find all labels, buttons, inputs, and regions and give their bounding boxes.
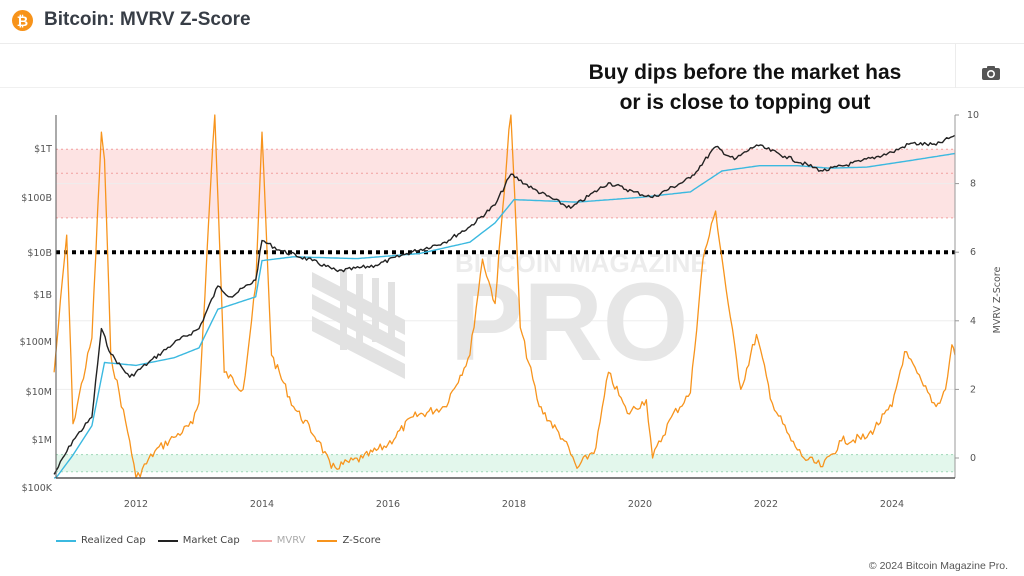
legend-swatch: [251, 539, 272, 542]
y-right-tick: 2: [970, 384, 976, 395]
copyright: © 2024 Bitcoin Magazine Pro.: [868, 560, 1008, 572]
chart-toolbar: [0, 44, 1024, 88]
y-left-tick: $100B: [21, 193, 52, 204]
y-left-tick: $1M: [32, 435, 52, 446]
legend-label: MVRV: [276, 535, 306, 546]
camera-icon[interactable]: [980, 64, 1002, 82]
annotation-line-1: Buy dips before the market has: [588, 61, 902, 84]
legend-swatch: [56, 539, 76, 542]
y-right-tick: 4: [970, 316, 976, 327]
chart-legend: Realized Cap Market Cap MVRV Z-Score: [56, 535, 381, 546]
svg-text:PRO: PRO: [450, 261, 688, 384]
x-tick: 2016: [376, 499, 400, 510]
y-right-tick: 10: [967, 110, 979, 121]
y-right-tick: 8: [970, 179, 976, 190]
bitcoin-logo-icon: ₿: [12, 10, 33, 31]
annotation-line-2: or is close to topping out: [619, 91, 871, 114]
y-left-tick: $10M: [26, 387, 52, 398]
y-right-tick: 6: [970, 247, 976, 258]
series-z-score: [53, 114, 956, 479]
x-tick: 2012: [124, 499, 148, 510]
y-left-tick: $100M: [20, 337, 52, 348]
y-left-tick: $1B: [33, 290, 52, 301]
legend-item-mvrv[interactable]: MVRV: [251, 535, 306, 546]
x-tick: 2022: [754, 499, 778, 510]
x-tick: 2020: [628, 499, 652, 510]
legend-label: Market Cap: [182, 535, 240, 546]
legend-swatch: [157, 539, 178, 542]
undervalued-zone: [56, 454, 955, 472]
x-tick: 2014: [250, 499, 274, 510]
y-right-tick: 0: [970, 453, 976, 464]
x-tick: 2018: [502, 499, 526, 510]
y-left-tick: $1T: [34, 144, 52, 155]
legend-label: Realized Cap: [81, 535, 146, 546]
header-bar: ₿ Bitcoin: MVRV Z-Score: [0, 0, 1024, 44]
legend-item-market-cap[interactable]: Market Cap: [157, 535, 240, 546]
y-left-tick: $10B: [27, 248, 52, 259]
series-market-cap: [53, 134, 956, 475]
legend-item-z-score[interactable]: Z-Score: [317, 535, 381, 546]
axes: $100K $1M $10M $100M $1B $10B $100B $1T 0 2 4 6 8 10 M…: [20, 110, 1003, 510]
legend-label: Z-Score: [342, 535, 381, 546]
legend-swatch: [317, 539, 338, 542]
x-tick: 2024: [880, 499, 904, 510]
chart-annotation: Buy dips before the market has or is clo…: [560, 58, 930, 118]
toolbar-divider: [955, 44, 956, 88]
page-title: Bitcoin: MVRV Z-Score: [44, 9, 251, 30]
series-lines: [53, 114, 956, 479]
y-right-axis-label: MVRV Z-Score: [992, 267, 1003, 334]
series-realized-cap: [53, 152, 956, 479]
legend-item-realized-cap[interactable]: Realized Cap: [56, 535, 146, 546]
y-left-tick: $100K: [22, 483, 53, 494]
